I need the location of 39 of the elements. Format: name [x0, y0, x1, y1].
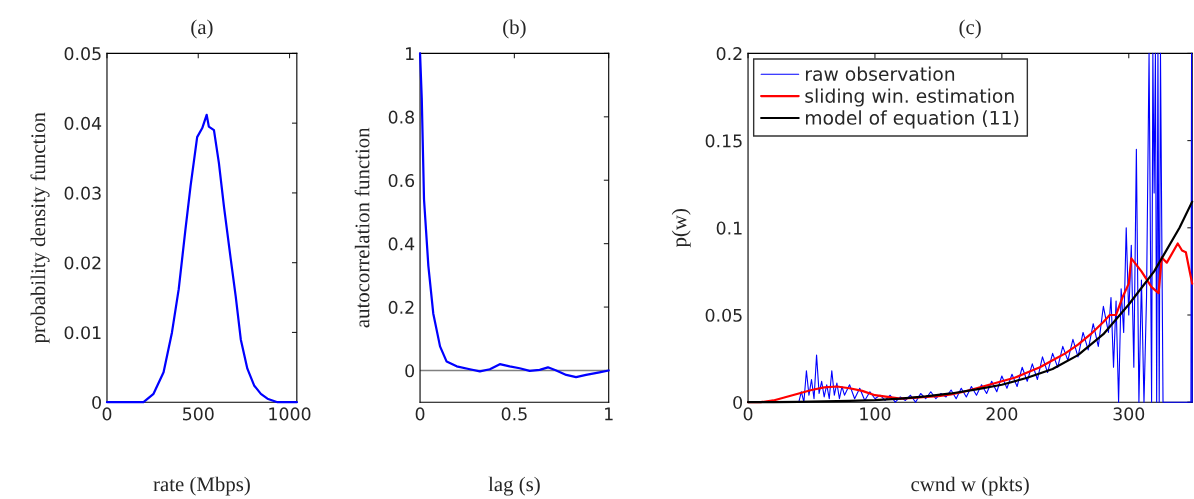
x-tick-label: 0.5: [501, 407, 527, 421]
y-tick-label: 0.05: [64, 47, 101, 61]
x-tick-label: 100: [860, 407, 891, 421]
x-axis-title: cwnd w (pkts): [911, 476, 1029, 496]
legend-label: sliding win. estimation: [805, 88, 1014, 107]
chart-title: (c): [959, 19, 981, 39]
x-tick-label: 1000: [269, 407, 311, 421]
y-tick-label: 0: [92, 395, 101, 410]
y-tick-label: 0.2: [716, 47, 742, 61]
chart-title: (b): [503, 19, 526, 39]
y-tick-label: 0.1: [716, 221, 742, 235]
y-tick-label: 0: [405, 364, 415, 378]
y-axis-title: autocorrelation function: [354, 127, 370, 328]
y-tick-label: 0: [733, 395, 743, 410]
x-axis-title: lag (s): [488, 476, 540, 496]
chart-title: (a): [191, 19, 213, 39]
x-tick-label: 0: [102, 407, 112, 421]
x-axis-title: rate (Mbps): [153, 476, 250, 496]
y-tick-label: 0.6: [388, 173, 415, 188]
y-axis-title: p(w): [671, 209, 691, 248]
y-tick-label: 0.05: [705, 308, 742, 322]
x-tick-label: 500: [183, 407, 214, 421]
y-tick-label: 0.8: [388, 110, 414, 124]
legend-label: model of equation (11): [805, 110, 1019, 129]
x-tick-label: 200: [986, 407, 1018, 421]
y-tick-label: 0.03: [64, 186, 101, 200]
x-tick-label: 1: [605, 407, 613, 421]
y-tick-label: 0.04: [64, 116, 102, 130]
y-tick-label: 0.15: [705, 134, 742, 148]
x-tick-label: 300: [1113, 407, 1145, 421]
y-tick-label: 0.01: [64, 326, 101, 340]
y-tick-label: 0.02: [64, 256, 101, 270]
legend-label: raw observation: [805, 66, 955, 82]
y-axis-title: probability density function: [30, 112, 50, 344]
y-tick-label: 1: [406, 47, 414, 60]
x-tick-label: 0: [743, 407, 753, 421]
x-tick-label: 0: [415, 407, 425, 421]
y-tick-label: 0.2: [388, 300, 414, 314]
y-tick-label: 0.4: [388, 237, 415, 251]
